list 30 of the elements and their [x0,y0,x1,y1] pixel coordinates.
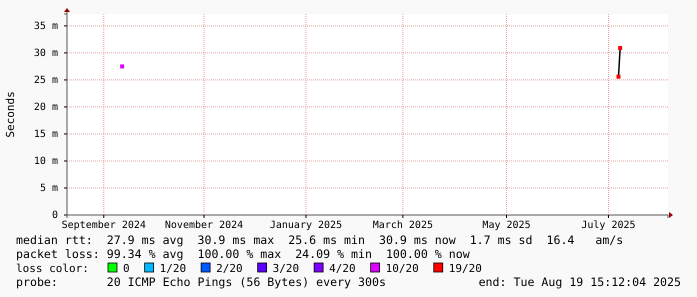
point [616,74,620,79]
text: median rtt: 27.9 ms avg 30.9 ms max 25.6 ms min 30.9 ms now 1.7 ms sd 16.4 am/s [16,233,624,247]
legend-label: 1/20 [160,262,186,275]
y-tick-label: 10 m [34,156,58,168]
x-tick-label: September 2024 [62,220,146,232]
legend-label: 4/20 [329,262,356,275]
text: probe: 20 ICMP Echo Pings (56 Bytes) every 300s [16,275,386,289]
x-tick-label: March 2025 [372,220,434,232]
legend-label: 2/20 [216,262,243,275]
x-tick-label: May 2025 [482,220,531,232]
text: end: Tue Aug 19 15:12:04 2025 [478,275,682,289]
point [120,64,124,68]
y-axis-title: Seconds [4,91,17,138]
y-tick-label: 5 m [40,183,58,194]
y-tick-label: 15 m [34,129,58,140]
legend-title: loss color: [16,262,89,275]
point [618,46,622,50]
y-tick-label: 25 m [34,75,58,86]
x-tick-label: November 2024 [164,220,244,232]
y-tick-label: 0 [52,210,58,222]
y-tick-label: 20 m [34,102,58,114]
y-tick-label: 35 m [34,21,58,32]
legend-label: 3/20 [272,262,300,275]
legend-label: 19/20 [448,262,482,275]
x-tick-label: January 2025 [270,220,342,232]
legend-label: 10/20 [386,262,419,275]
x-tick-label: July 2025 [581,220,636,232]
legend-label: 0 [123,262,130,275]
text: packet loss: 99.34 % avg 100.00 % max 24.09 % min 100.00 % now [16,247,470,261]
y-tick-label: 30 m [34,48,58,60]
